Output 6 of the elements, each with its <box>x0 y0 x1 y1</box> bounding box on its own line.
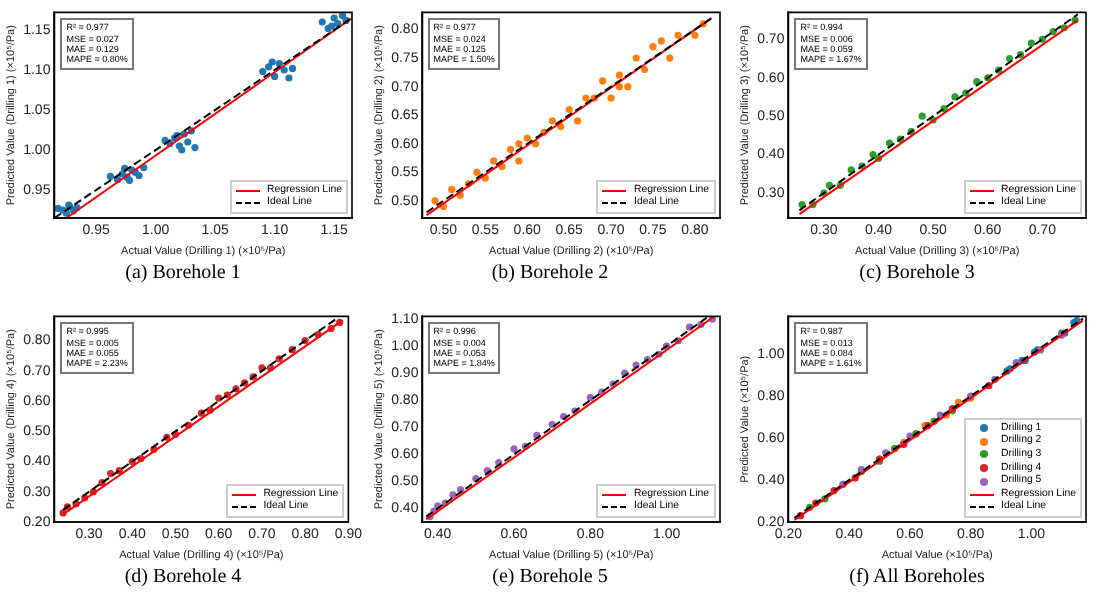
text: (b) Borehole 2 <box>489 262 611 284</box>
text: (e) Borehole 5 <box>490 566 610 588</box>
text: (a) Borehole 1 <box>123 262 243 284</box>
text: (c) Borehole 3 <box>857 262 977 284</box>
text: (f) All Boreholes <box>847 566 987 588</box>
text: (d) Borehole 4 <box>122 566 244 588</box>
